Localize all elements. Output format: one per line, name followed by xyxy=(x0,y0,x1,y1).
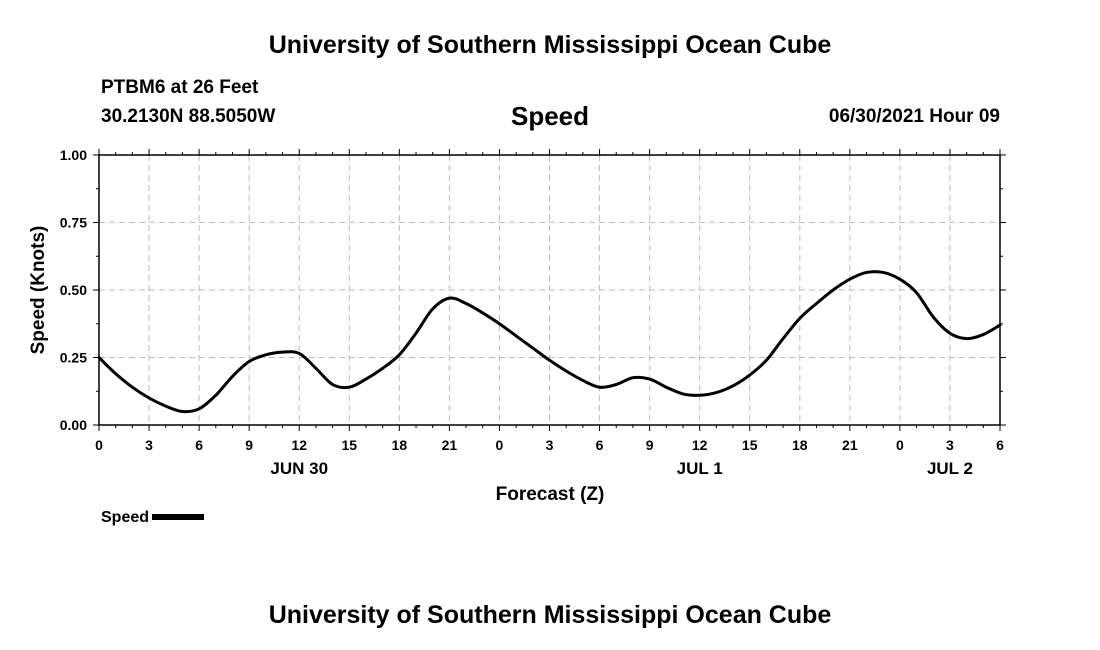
grid-lines xyxy=(99,155,1000,425)
footer-title: University of Southern Mississippi Ocean… xyxy=(268,601,832,629)
date-label: JUL 2 xyxy=(927,459,973,478)
forecast-datetime: 06/30/2021 Hour 09 xyxy=(828,106,1000,127)
y-tick-label: 0.75 xyxy=(60,215,87,231)
date-label: JUL 1 xyxy=(677,459,723,478)
series-layer xyxy=(97,270,1002,414)
y-tick-label: 1.00 xyxy=(60,147,87,163)
y-axis-title: Speed (Knots) xyxy=(28,226,49,355)
page-title: University of Southern Mississippi Ocean… xyxy=(268,31,832,59)
x-tick-label: 0 xyxy=(95,437,103,453)
x-tick-label: 9 xyxy=(646,437,654,453)
x-tick-label: 9 xyxy=(245,437,253,453)
x-tick-label: 21 xyxy=(842,437,858,453)
date-label: JUN 30 xyxy=(270,459,328,478)
x-tick-label: 6 xyxy=(996,437,1004,453)
y-tick-label: 0.25 xyxy=(60,350,87,366)
y-tick-label: 0.00 xyxy=(60,417,87,433)
x-tick-label: 3 xyxy=(946,437,954,453)
ticks xyxy=(93,149,1006,431)
legend-label: Speed xyxy=(101,509,150,526)
x-tick-label: 12 xyxy=(291,437,307,453)
x-tick-label: 6 xyxy=(195,437,203,453)
station-coords: 30.2130N 88.5050W xyxy=(101,106,276,127)
x-tick-label: 18 xyxy=(792,437,808,453)
x-axis-title: Forecast (Z) xyxy=(496,484,605,505)
y-tick-label: 0.50 xyxy=(60,282,87,298)
legend: Speed xyxy=(101,509,205,527)
x-tick-label: 6 xyxy=(596,437,604,453)
x-tick-label: 15 xyxy=(341,437,357,453)
x-tick-label: 15 xyxy=(742,437,758,453)
station-name: PTBM6 at 26 Feet xyxy=(101,77,259,98)
x-tick-label: 0 xyxy=(896,437,904,453)
series-line-speed xyxy=(97,270,1002,414)
x-tick-label: 0 xyxy=(496,437,504,453)
x-tick-label: 3 xyxy=(145,437,153,453)
chart-title: Speed xyxy=(510,101,590,131)
x-tick-label: 21 xyxy=(442,437,458,453)
x-tick-label: 18 xyxy=(392,437,408,453)
legend-swatch xyxy=(152,513,205,520)
tick-labels: 0 3 6 9 12 15 18 21 0 3 6 9 12 15 18 21 0 3 6 0.00 0.25 0.50 0… xyxy=(60,147,1004,478)
x-tick-label: 12 xyxy=(692,437,708,453)
x-tick-label: 3 xyxy=(546,437,554,453)
